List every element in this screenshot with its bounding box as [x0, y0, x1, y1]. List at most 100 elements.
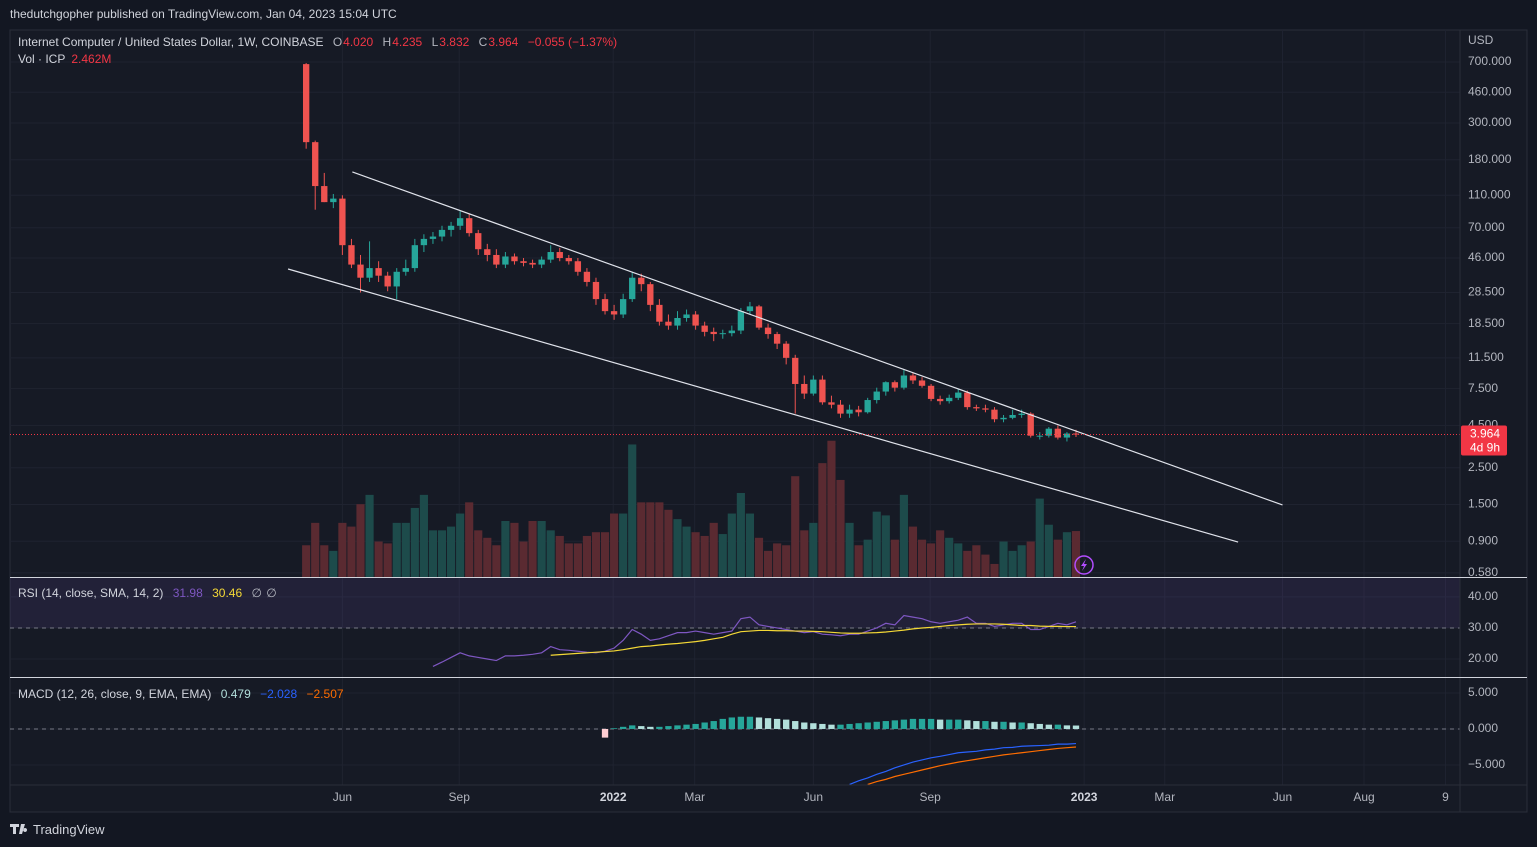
macd-hist-bar: [1027, 723, 1034, 729]
candle-body: [466, 218, 473, 234]
candle-body: [511, 256, 518, 262]
candle-body: [764, 327, 772, 335]
volume-bar: [1071, 531, 1081, 577]
macd-hist-bar: [846, 723, 853, 729]
candle-body: [529, 262, 536, 265]
volume-bar: [365, 494, 374, 577]
candle-body: [1045, 428, 1052, 436]
candle-body: [737, 311, 745, 331]
macd-hist-bar: [828, 724, 835, 729]
macd-hist-bar: [801, 722, 808, 729]
macd-hist-bar: [683, 724, 690, 729]
y-tick-label: 0.900: [1468, 533, 1498, 547]
candle-body: [882, 382, 889, 392]
currency-label: USD: [1468, 33, 1494, 47]
x-tick-label: 2023: [1071, 790, 1098, 804]
volume-bar: [600, 532, 610, 577]
trend-line: [352, 171, 1283, 506]
candle-body: [864, 400, 871, 413]
logo: [10, 824, 28, 834]
volume-bar: [591, 532, 601, 577]
candle-body: [1063, 433, 1071, 438]
volume-bar: [691, 532, 700, 577]
ohlc-key: O: [332, 35, 343, 49]
volume-bar: [564, 543, 573, 577]
candle-body: [900, 375, 908, 388]
alert-icon[interactable]: [1074, 555, 1094, 575]
volume-bar: [311, 522, 320, 577]
rsi-legend: RSI (14, close, SMA, 14, 2) 31.98 30.46 …: [18, 586, 278, 600]
candle-body: [783, 343, 790, 358]
candle-body: [321, 186, 328, 203]
candle-body: [792, 357, 799, 384]
volume-bar: [700, 535, 709, 577]
volume-bar: [302, 545, 311, 577]
volume-legend: Vol · ICP 2.462M: [18, 52, 117, 66]
candle-body: [348, 245, 355, 265]
y-tick-label: 28.500: [1468, 285, 1505, 299]
volume-bar: [809, 522, 818, 577]
macd-hist-bar: [1009, 722, 1016, 729]
candle-body: [601, 299, 609, 312]
volume-bar: [528, 521, 537, 577]
volume-bar: [664, 509, 673, 577]
macd-hist-bar: [792, 721, 799, 729]
macd-hist-bar: [810, 723, 817, 729]
candle-body: [619, 299, 627, 315]
candle-body: [801, 383, 808, 394]
macd-hist-bar: [692, 723, 699, 729]
ohlc-value: 4.235: [392, 35, 423, 49]
candle-body: [502, 256, 509, 265]
candle-body: [447, 225, 455, 230]
volume-value: 2.462M: [71, 52, 112, 66]
y-tick-label: 700.000: [1468, 54, 1512, 68]
symbol-title: Internet Computer / United States Dollar…: [18, 35, 324, 49]
macd-hist-bar: [900, 719, 908, 729]
volume-bar: [537, 521, 546, 577]
y-tick-label: 11.500: [1468, 350, 1504, 364]
brand: TradingView: [33, 822, 105, 837]
volume-bar: [320, 545, 329, 577]
macd-hist-bar: [1000, 721, 1007, 729]
volume-bar: [927, 543, 936, 577]
volume-bar: [474, 530, 483, 577]
candle-body: [828, 402, 835, 405]
volume-bar: [1035, 498, 1044, 577]
trend-line: [287, 268, 1239, 543]
candle-body: [819, 379, 826, 403]
volume-bar: [854, 545, 863, 577]
macd-hist-bar: [783, 719, 790, 729]
candle-body: [366, 268, 373, 278]
volume-bar: [999, 541, 1008, 577]
macd-hist-bar: [638, 726, 645, 729]
candle-body: [411, 245, 419, 269]
volume-bar: [972, 545, 981, 577]
volume-bar: [456, 513, 465, 577]
volume-bar: [374, 541, 383, 577]
volume-bar: [519, 541, 528, 577]
volume-bar: [899, 494, 908, 577]
macd-hist-bar: [891, 720, 899, 729]
y-tick-label: 1.500: [1468, 497, 1498, 511]
candle-body: [610, 311, 618, 315]
candle-body: [991, 409, 998, 420]
volume-bar: [754, 537, 764, 577]
volume-bar: [782, 545, 791, 577]
candle-body: [955, 392, 962, 398]
macd-hist-bar: [764, 718, 772, 729]
volume-bar: [963, 550, 972, 577]
candle-body: [420, 238, 428, 246]
last-price-label: 3.964: [1470, 427, 1500, 441]
volume-bar: [800, 530, 809, 577]
candle-body: [1009, 414, 1016, 418]
macd-hist-bar: [719, 718, 726, 729]
y-tick-label: 300.000: [1468, 115, 1512, 129]
macd-hist-bar: [629, 725, 636, 729]
volume-bar: [637, 502, 646, 577]
volume-bar: [501, 521, 510, 577]
macd-hist-bar: [946, 719, 953, 729]
volume-bar: [827, 440, 836, 577]
candle-body: [891, 382, 899, 388]
macd-hist-bar: [882, 721, 889, 729]
volume-bar: [945, 537, 954, 577]
